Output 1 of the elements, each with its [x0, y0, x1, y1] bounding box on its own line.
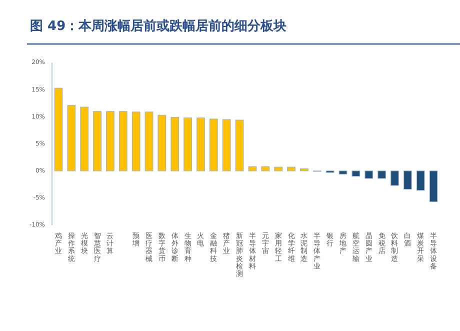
chart-title: 图 49：本周涨幅居前或跌幅居前的细分板块: [30, 19, 287, 34]
